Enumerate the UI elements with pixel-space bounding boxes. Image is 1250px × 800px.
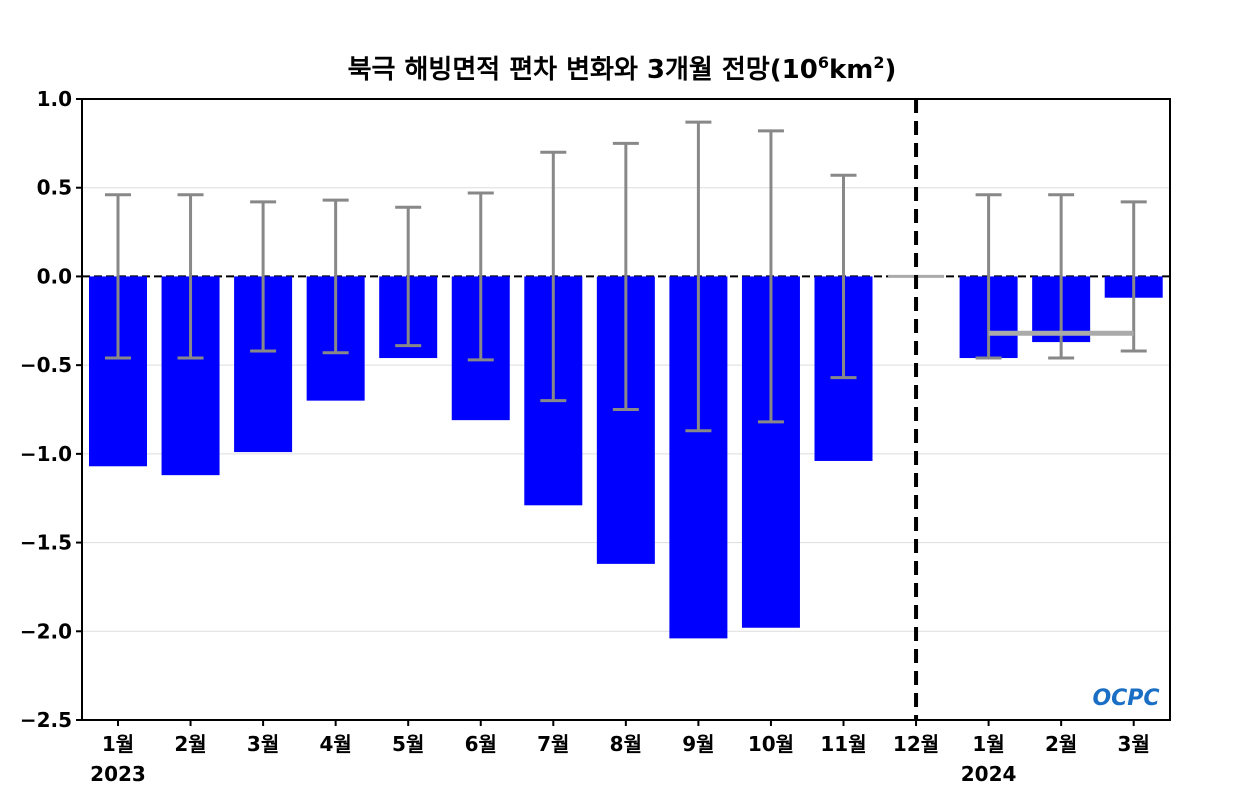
y-tick-label: −1.5 <box>20 531 72 555</box>
x-tick-label: 3월 <box>247 732 279 756</box>
x-tick-label: 11월 <box>820 732 866 756</box>
x-tick-label: 4월 <box>319 732 351 756</box>
y-tick-label: 0.0 <box>37 264 72 288</box>
x-tick-label: 3월 <box>1118 732 1150 756</box>
x-tick-label: 1월 <box>972 732 1004 756</box>
year-label: 2024 <box>961 762 1017 786</box>
year-label: 2023 <box>90 762 146 786</box>
y-tick-label: 0.5 <box>37 176 72 200</box>
x-tick-label: 12월 <box>893 732 939 756</box>
x-tick-label: 7월 <box>537 732 569 756</box>
x-tick-label: 5월 <box>392 732 424 756</box>
x-tick-label: 9월 <box>682 732 714 756</box>
x-tick-label: 2월 <box>174 732 206 756</box>
x-tick-label: 2월 <box>1045 732 1077 756</box>
x-tick-label: 1월 <box>102 732 134 756</box>
y-tick-label: −1.0 <box>20 442 72 466</box>
x-tick-label: 10월 <box>748 732 794 756</box>
x-tick-label: 8월 <box>610 732 642 756</box>
y-tick-label: −2.0 <box>20 619 72 643</box>
y-tick-label: −0.5 <box>20 353 72 377</box>
x-tick-label: 6월 <box>465 732 497 756</box>
ocpc-logo: OCPC <box>1092 686 1159 711</box>
bars <box>89 276 1163 639</box>
y-tick-label: 1.0 <box>37 87 72 111</box>
y-axis: 1.0 0.5 0.0 −0.5 −1.0 −1.5 −2.0 −2.5 <box>20 87 82 732</box>
error-bars <box>105 120 1147 433</box>
x-axis: 1월 2월 3월 4월 5월 6월 7월 8월 9월 10월 11월 12월 1월 2월 3월 2023 202… <box>90 720 1150 786</box>
chart-title: 북극 해빙면적 편차 변화와 3개월 전망(106km2) <box>348 53 897 85</box>
y-tick-label: −2.5 <box>20 708 72 732</box>
annotations <box>914 99 1134 720</box>
